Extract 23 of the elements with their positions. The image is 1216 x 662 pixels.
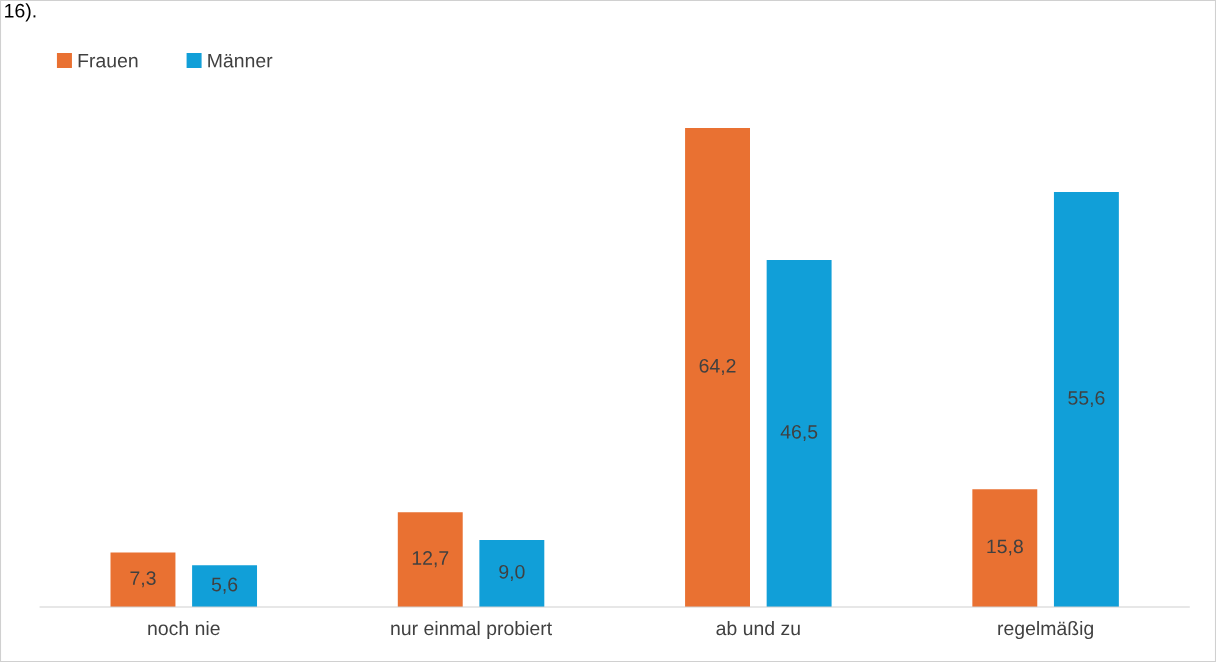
data-label: 9,0 — [499, 564, 525, 581]
bar — [766, 260, 832, 608]
data-label: 5,6 — [211, 577, 238, 594]
x-tick-label: noch nie — [148, 620, 220, 636]
bar — [110, 552, 176, 608]
bar — [397, 512, 463, 608]
data-label: 46,5 — [780, 424, 818, 442]
x-tick-label: ab und zu — [716, 620, 800, 636]
x-tick-label: regelmäßig — [998, 620, 1093, 640]
data-label: 7,3 — [130, 571, 156, 588]
bar — [192, 565, 258, 608]
text: 16). — [5, 3, 36, 22]
legend-label: Männer — [208, 53, 273, 68]
bar — [1053, 192, 1119, 608]
bar — [972, 489, 1038, 608]
x-tick-label: nur einmal probiert — [391, 620, 552, 640]
data-label: 55,6 — [1068, 391, 1105, 408]
data-label: 64,2 — [699, 358, 736, 375]
data-label: 12,7 — [412, 551, 449, 568]
legend-label: Frauen — [78, 53, 138, 68]
data-label: 15,8 — [987, 539, 1023, 556]
bar — [479, 539, 545, 608]
bar — [685, 127, 750, 608]
